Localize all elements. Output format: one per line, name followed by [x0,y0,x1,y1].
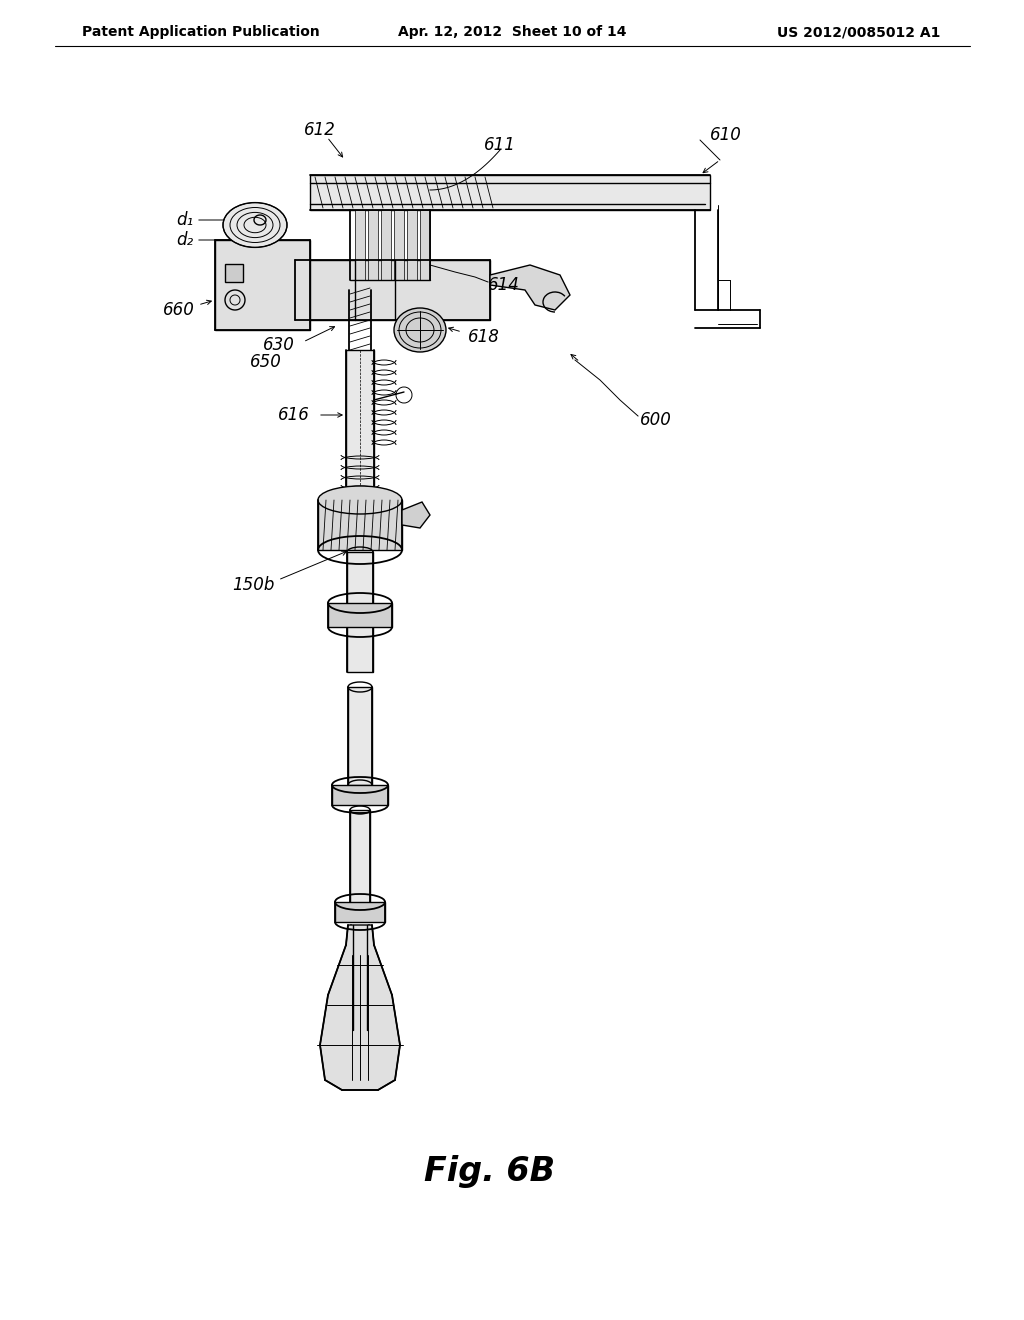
Ellipse shape [318,486,402,513]
Text: 150b: 150b [232,576,275,594]
Bar [355,210,365,280]
Text: 650: 650 [250,352,282,371]
Polygon shape [402,502,430,528]
Text: 618: 618 [468,327,500,346]
Bar [420,210,430,280]
Text: 612: 612 [304,121,336,139]
Text: Patent Application Publication: Patent Application Publication [82,25,319,40]
Text: 616: 616 [279,407,310,424]
Text: 610: 610 [710,125,741,144]
Text: d₁: d₁ [176,211,193,228]
Text: US 2012/0085012 A1: US 2012/0085012 A1 [776,25,940,40]
Bar [225,264,243,282]
Ellipse shape [223,202,287,247]
Bar [368,210,378,280]
Polygon shape [490,265,570,310]
Bar [407,210,417,280]
Text: d₂: d₂ [176,231,193,249]
Bar [335,902,385,921]
Bar [295,260,490,319]
Polygon shape [319,925,400,1090]
Bar [328,603,392,627]
Bar [346,350,374,510]
Bar [350,810,370,906]
Text: Fig. 6B: Fig. 6B [424,1155,556,1188]
Text: 611: 611 [484,136,516,154]
Text: Apr. 12, 2012  Sheet 10 of 14: Apr. 12, 2012 Sheet 10 of 14 [397,25,627,40]
Ellipse shape [394,308,446,352]
Bar [318,500,402,550]
Bar [347,552,373,672]
Bar [332,785,388,805]
Bar [215,240,310,330]
Bar [348,686,372,785]
Text: 614: 614 [488,276,520,294]
Bar [310,176,710,210]
Bar [394,210,404,280]
Text: 660: 660 [163,301,195,319]
Text: 630: 630 [263,337,295,354]
Bar [381,210,391,280]
Text: 600: 600 [640,411,672,429]
